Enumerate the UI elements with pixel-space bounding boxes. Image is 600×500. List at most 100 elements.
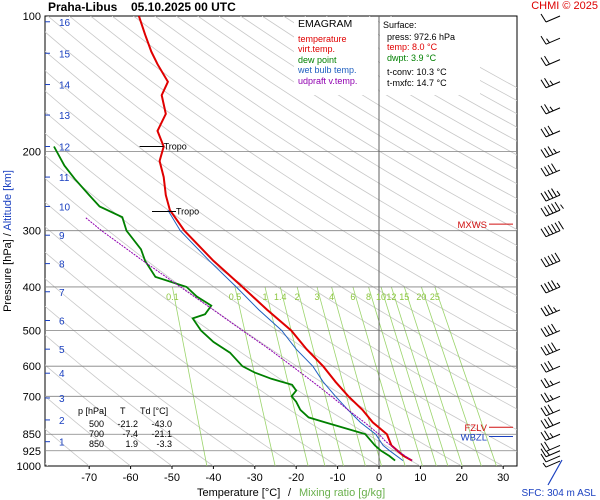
surface-box: Surface: press: 972.6 hPa temp: 8.0 °C d… (380, 17, 480, 95)
series-layer: Tropo Tropo (53, 16, 413, 462)
wind-barb-feather (547, 304, 554, 314)
series-udpraft-v-temp (84, 216, 413, 462)
temperature-tick-label: 0 (376, 472, 382, 484)
dry-adiabat (218, 16, 517, 200)
wind-barb-feather (544, 127, 550, 136)
dry-adiabat (90, 16, 517, 297)
table-header-p: p [hPa] (78, 406, 107, 416)
table-cell: 850 (88, 439, 104, 449)
y-axis-title: Pressure [hPa] / Altitude [km] (2, 170, 14, 312)
credit: CHMI © 2025 (531, 0, 598, 12)
mixing-ratio-line (316, 286, 366, 466)
altitude-tick-label: 8 (59, 260, 65, 271)
wind-barb-feather (551, 323, 557, 333)
wind-barb-feather (551, 254, 557, 263)
mixing-ratio-tick-label: 6 (350, 292, 355, 302)
wind-barb-feather (546, 450, 550, 456)
wind-barb-feather (540, 284, 547, 294)
altitude-tick-label: 16 (59, 18, 71, 29)
wind-barb-feather (547, 417, 554, 426)
wind-barb-feather (540, 79, 547, 89)
wind-barb-feather (540, 431, 547, 441)
temperature-tick-label: -70 (81, 472, 97, 484)
table-header-t: T (120, 406, 126, 416)
wind-barb-feather (544, 77, 550, 87)
wind-barb-feather (556, 190, 561, 196)
wind-barb-feather (544, 345, 550, 354)
wind-barbs (540, 13, 564, 486)
legend-box: EMAGRAM temperature virt.temp. dew point… (294, 17, 378, 95)
pressure-tick-label: 925 (23, 446, 41, 458)
mixing-ratio-tick-label: 8 (366, 292, 371, 302)
wind-barb-feather (540, 35, 547, 45)
wind-barb-feather (544, 418, 550, 428)
sfc-label: SFC: 304 m ASL (521, 488, 596, 499)
wind-barb-feather (549, 380, 554, 386)
wind-barb (545, 59, 561, 67)
mixing-ratio-tick-label: 10 (376, 292, 386, 302)
pressure-tick-label: 100 (23, 11, 41, 23)
dry-adiabat (111, 16, 517, 280)
wind-barb (545, 460, 561, 468)
wind-barb-feather (549, 80, 554, 86)
wind-barb-feather (544, 206, 550, 215)
table-cell: -43.0 (151, 419, 172, 429)
altitude-tick-label: 14 (59, 81, 71, 92)
temperature-tick-label: -40 (205, 472, 221, 484)
mixing-ratio-tick-label: 15 (399, 292, 409, 302)
wind-barb-feather (544, 362, 550, 371)
altitude-tick-label: 3 (59, 394, 65, 405)
wind-barb-feather (540, 192, 547, 202)
marker-label-wbzl: WBZL (461, 433, 487, 444)
wind-barb-feather (544, 430, 550, 440)
mixing-ratio-line (380, 286, 437, 466)
temperature-tick-label: -10 (330, 472, 346, 484)
mixing-ratio-label: Mixing ratio [g/kg] (299, 487, 386, 499)
wind-barb (545, 455, 561, 463)
table-cell: -3.3 (156, 439, 172, 449)
table-cell: -7.4 (122, 429, 138, 439)
mixing-ratio-tick-label: 0.1 (166, 292, 179, 302)
mixing-ratio-line (296, 286, 344, 466)
wind-barb-feather (551, 163, 557, 172)
table-row: 500 -21.2 -43.0 (78, 419, 172, 429)
pressure-tick-label: 500 (23, 326, 41, 338)
wind-barb-feather (540, 307, 547, 317)
altitude-tick-label: 5 (59, 345, 65, 356)
grid: 0.1 0.5 1 1.4 2 3 4 6 8 10 12 15 20 25 (45, 16, 517, 466)
wind-barb (545, 15, 561, 23)
wind-barb-feather (544, 406, 550, 415)
wind-barb-feather (551, 223, 557, 233)
marker-label-fzlv: FZLV (464, 423, 487, 434)
wind-barb-feather (544, 283, 550, 292)
wind-barb-feather (544, 326, 550, 336)
pressure-tick-label: 600 (23, 361, 41, 373)
wind-barb-feather (549, 106, 554, 112)
wind-barb-feather (544, 191, 550, 200)
table-cell: 1.9 (125, 439, 138, 449)
altitude-tick-label: 2 (59, 416, 65, 427)
mixing-ratio-line (403, 286, 463, 466)
wind-barb-feather (542, 462, 547, 468)
axes: 1002003004005006007008509251000123456789… (2, 11, 509, 484)
wind-barb-feather (547, 225, 554, 234)
wind-barb-feather (547, 343, 554, 353)
altitude-tick-label: 9 (59, 231, 65, 242)
wind-barb-feather (540, 379, 547, 389)
wind-barb-feather (549, 432, 554, 438)
wind-barb-feather (540, 394, 547, 403)
temperature-tick-label: -50 (164, 472, 180, 484)
wind-barb-feather (544, 441, 550, 451)
wind-barb-feather (553, 148, 557, 154)
legend-item-dew-point: dew point (298, 54, 337, 65)
wind-barb-feather (547, 255, 554, 265)
mixing-ratio-line (279, 286, 326, 466)
legend-title: EMAGRAM (298, 18, 353, 30)
pressure-tick-label: 400 (23, 282, 41, 294)
wind-barb-feather (540, 258, 547, 268)
surface-tmxfc: t-mxfc: 14.7 °C (387, 77, 447, 88)
legend-item-temperature: temperature (298, 33, 347, 44)
table-cell: -21.2 (117, 419, 138, 429)
dry-adiabat (197, 16, 517, 215)
